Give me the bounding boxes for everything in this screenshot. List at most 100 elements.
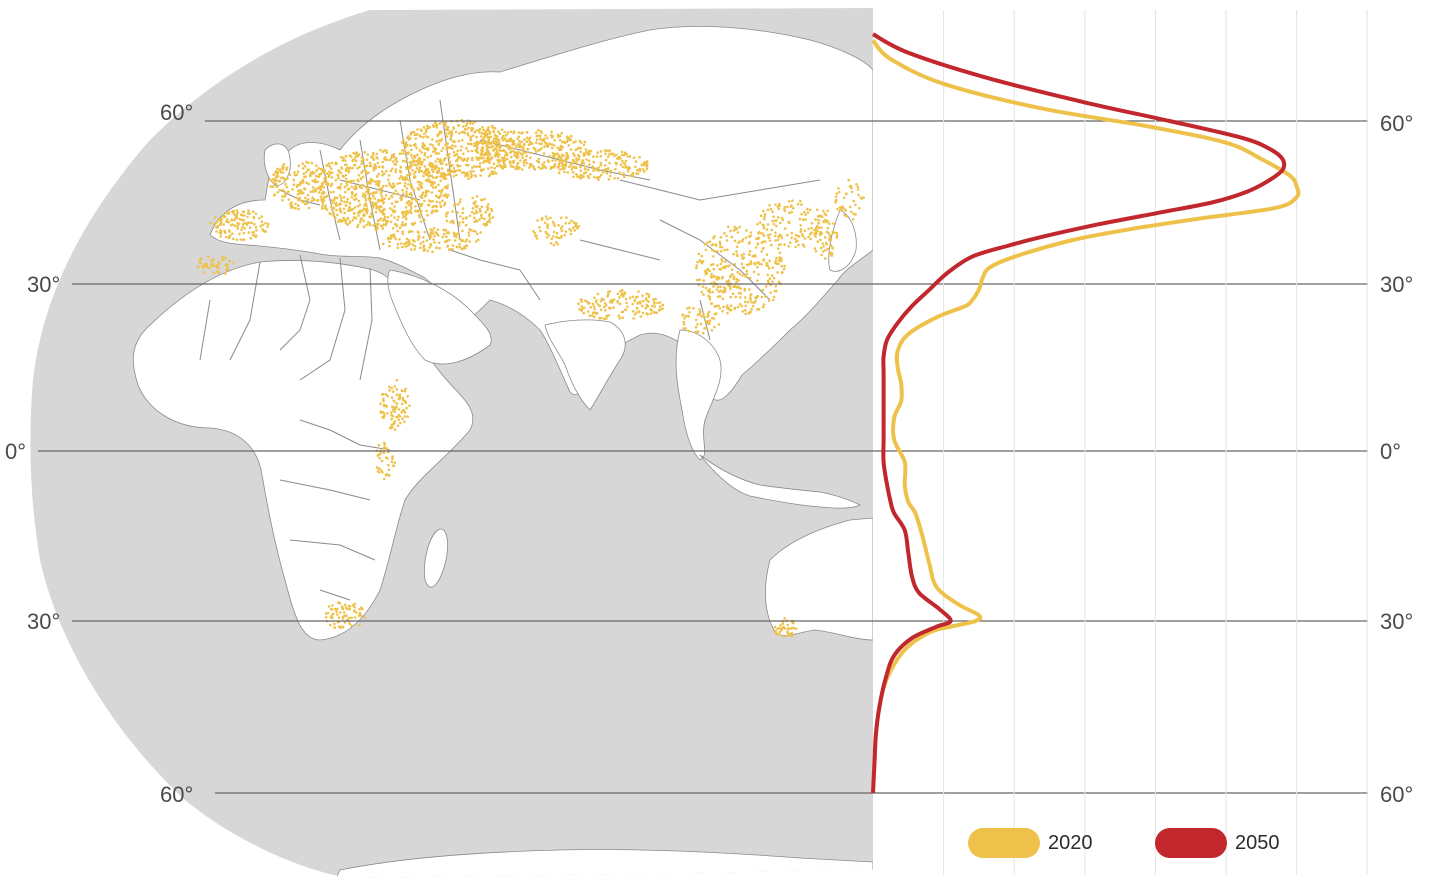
occurrence-dot bbox=[364, 209, 368, 213]
occurrence-dot bbox=[434, 121, 437, 124]
occurrence-dot bbox=[779, 243, 782, 246]
occurrence-dot bbox=[306, 198, 310, 201]
occurrence-dot bbox=[604, 158, 608, 162]
occurrence-dot bbox=[586, 310, 590, 313]
occurrence-dot bbox=[495, 144, 498, 148]
occurrence-dot bbox=[403, 415, 407, 418]
occurrence-dot bbox=[382, 217, 386, 221]
occurrence-dot bbox=[510, 150, 513, 153]
occurrence-dot bbox=[407, 167, 411, 171]
occurrence-dot bbox=[561, 167, 564, 171]
occurrence-dot bbox=[399, 166, 403, 169]
occurrence-dot bbox=[394, 189, 398, 192]
occurrence-dot bbox=[631, 171, 635, 175]
occurrence-dot bbox=[324, 176, 328, 179]
occurrence-dot bbox=[534, 131, 538, 135]
occurrence-dot bbox=[490, 156, 494, 159]
occurrence-dot bbox=[777, 207, 781, 211]
occurrence-dot bbox=[767, 236, 771, 240]
occurrence-dot bbox=[494, 134, 498, 138]
occurrence-dot bbox=[766, 208, 770, 212]
occurrence-dot bbox=[487, 154, 490, 157]
occurrence-dot bbox=[229, 223, 233, 227]
occurrence-dot bbox=[407, 151, 411, 154]
occurrence-dot bbox=[384, 194, 388, 197]
occurrence-dot bbox=[820, 214, 823, 218]
occurrence-dot bbox=[390, 167, 394, 170]
occurrence-dot bbox=[809, 237, 813, 241]
occurrence-dot bbox=[574, 160, 578, 164]
occurrence-dot bbox=[368, 161, 372, 165]
occurrence-dot bbox=[506, 157, 509, 161]
occurrence-dot bbox=[434, 185, 438, 189]
occurrence-dot bbox=[401, 245, 404, 249]
occurrence-dot bbox=[203, 271, 206, 275]
occurrence-dot bbox=[481, 148, 485, 152]
occurrence-dot bbox=[544, 230, 547, 234]
occurrence-dot bbox=[342, 207, 346, 211]
occurrence-dot bbox=[518, 166, 521, 170]
occurrence-dot bbox=[535, 237, 539, 240]
occurrence-dot bbox=[729, 275, 732, 279]
occurrence-dot bbox=[617, 314, 620, 318]
occurrence-dot bbox=[362, 219, 365, 222]
occurrence-dot bbox=[385, 149, 388, 152]
occurrence-dot bbox=[388, 389, 391, 392]
occurrence-dot bbox=[225, 211, 228, 215]
occurrence-dot bbox=[786, 623, 789, 627]
occurrence-dot bbox=[353, 609, 356, 612]
occurrence-dot bbox=[456, 211, 460, 214]
occurrence-dot bbox=[377, 218, 381, 222]
occurrence-dot bbox=[483, 159, 486, 162]
occurrence-dot bbox=[789, 205, 793, 208]
occurrence-dot bbox=[801, 218, 805, 221]
occurrence-dot bbox=[392, 234, 396, 237]
occurrence-dot bbox=[404, 387, 408, 391]
occurrence-dot bbox=[458, 169, 462, 172]
occurrence-dot bbox=[353, 206, 357, 209]
occurrence-dot bbox=[777, 280, 781, 284]
occurrence-dot bbox=[592, 160, 596, 164]
occurrence-dot bbox=[485, 221, 489, 224]
occurrence-dot bbox=[424, 190, 428, 193]
occurrence-dot bbox=[516, 161, 520, 165]
legend-label-2050: 2050 bbox=[1235, 831, 1280, 854]
occurrence-dot bbox=[830, 252, 834, 255]
occurrence-dot bbox=[645, 298, 648, 302]
occurrence-dot bbox=[437, 183, 440, 187]
occurrence-dot bbox=[375, 152, 379, 156]
occurrence-dot bbox=[311, 196, 314, 199]
occurrence-dot bbox=[715, 278, 719, 281]
occurrence-dot bbox=[556, 152, 559, 156]
occurrence-dot bbox=[555, 231, 559, 235]
occurrence-dot bbox=[383, 404, 386, 408]
occurrence-dot bbox=[545, 136, 549, 140]
occurrence-dot bbox=[344, 154, 348, 158]
occurrence-dot bbox=[649, 312, 653, 316]
occurrence-dot bbox=[364, 193, 367, 197]
occurrence-dot bbox=[692, 306, 695, 310]
occurrence-dot bbox=[799, 199, 802, 203]
occurrence-dot bbox=[444, 177, 448, 180]
occurrence-dot bbox=[344, 204, 348, 207]
landmass-britain bbox=[263, 143, 291, 187]
occurrence-dot bbox=[414, 133, 418, 136]
occurrence-dot bbox=[466, 142, 470, 146]
occurrence-dot bbox=[499, 159, 502, 162]
occurrence-dot bbox=[746, 300, 750, 304]
occurrence-dot bbox=[210, 264, 213, 267]
occurrence-dot bbox=[497, 130, 500, 133]
landmass-australia bbox=[765, 517, 874, 641]
occurrence-dot bbox=[328, 170, 331, 174]
occurrence-dot bbox=[432, 226, 436, 230]
occurrence-dot bbox=[537, 157, 541, 161]
occurrence-dot bbox=[624, 159, 628, 163]
occurrence-dot bbox=[315, 164, 318, 168]
occurrence-dot bbox=[657, 308, 661, 312]
occurrence-dot bbox=[360, 156, 364, 159]
occurrence-dot bbox=[631, 310, 635, 313]
occurrence-dot bbox=[474, 230, 477, 233]
occurrence-dot bbox=[362, 192, 365, 195]
occurrence-dot bbox=[391, 390, 395, 394]
occurrence-dot bbox=[348, 166, 352, 169]
